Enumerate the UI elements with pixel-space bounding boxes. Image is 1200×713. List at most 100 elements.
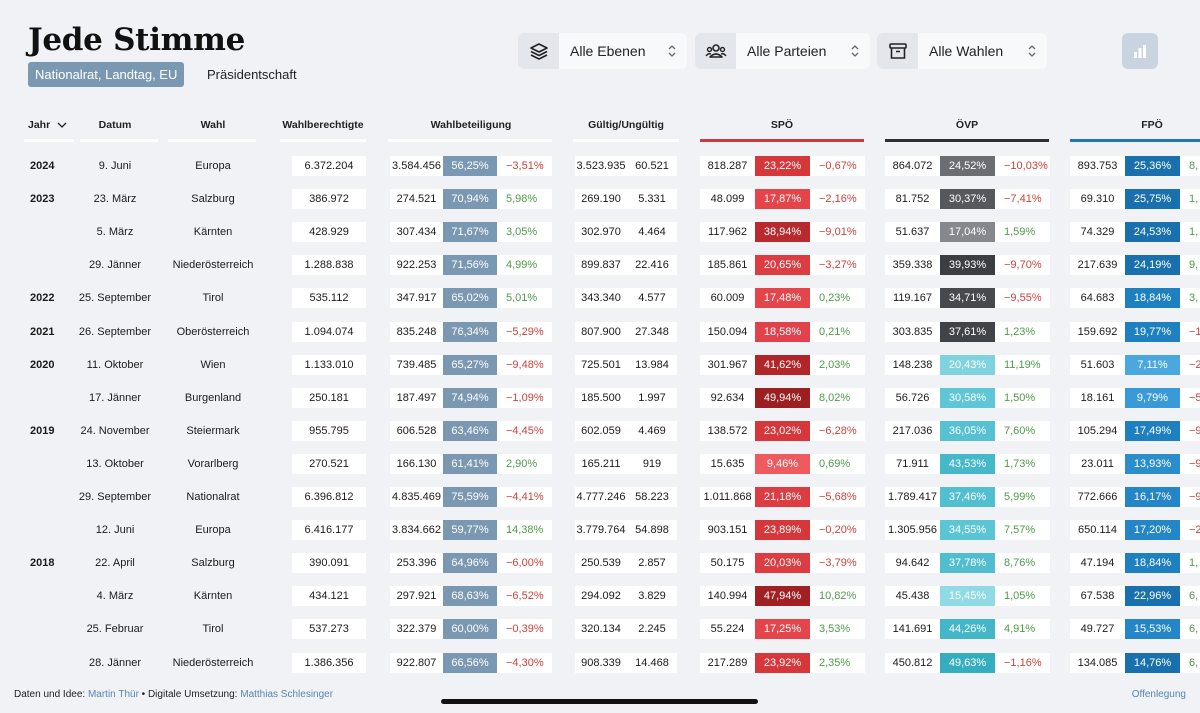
wahl-cell: Nationalrat (186, 491, 240, 503)
gueltig-cell: 3.779.764 (575, 520, 627, 541)
ovp-diff-cell: 11,19% (995, 354, 1050, 375)
home-indicator[interactable] (441, 699, 758, 704)
ungueltig-cell: 54.898 (627, 520, 677, 541)
table-row: 13. Oktober Vorarlberg 270.521 166.130 61,41… (0, 448, 1200, 481)
tab-nationalrat-landtag-eu[interactable]: Nationalrat, Landtag, EU (28, 62, 185, 87)
header-wahlberechtigte[interactable]: Wahlberechtigte (282, 119, 364, 131)
header-spoe[interactable]: SPÖ (770, 119, 794, 131)
spo-abs-cell: 48.099 (700, 189, 755, 210)
spo-diff-cell: 3,53% (810, 619, 865, 640)
chart-view-button[interactable] (1122, 33, 1158, 69)
ovp-pct-cell: 49,63% (940, 652, 995, 673)
fpo-diff-cell: 1, (1180, 222, 1200, 243)
gueltig-cell: 807.900 (575, 321, 627, 342)
beteiligung-pct-cell: 56,25% (443, 156, 497, 176)
wahl-cell: Kärnten (193, 226, 233, 239)
spo-pct-cell: 49,94% (755, 387, 810, 408)
date-cell: 11. Oktober (86, 358, 144, 371)
table-row: 29. September Nationalrat 6.396.812 4.835.4… (0, 481, 1200, 514)
header-underline-oevp (885, 139, 1049, 142)
table-row: 5. März Kärnten 428.929 307.434 71,67% 3,05% 3… (0, 216, 1200, 249)
ovp-abs-cell: 359.338 (885, 255, 940, 276)
beteiligung-diff-cell: −9,48% (497, 354, 552, 375)
fpo-pct-cell: 15,53% (1125, 619, 1180, 640)
beteiligung-pct-cell: 71,56% (443, 255, 497, 276)
ovp-pct-cell: 15,45% (940, 586, 995, 607)
beteiligung-pct-cell: 60,00% (443, 619, 497, 640)
gueltig-cell: 250.539 (575, 553, 627, 574)
spo-diff-cell: 2,03% (810, 354, 865, 375)
fpo-diff-cell: −10 (1180, 321, 1200, 342)
fpo-pct-cell: 16,17% (1125, 487, 1180, 507)
beteiligung-abs-cell: 166.130 (390, 453, 443, 474)
header-wahlbeteiligung[interactable]: Wahlbeteiligung (430, 119, 512, 131)
header-oevp[interactable]: ÖVP (955, 119, 979, 131)
filter-parteien[interactable]: Alle Parteien (695, 33, 870, 69)
ovp-abs-cell: 450.812 (885, 652, 940, 673)
fpo-pct-cell: 13,93% (1125, 453, 1180, 474)
fpo-pct-cell: 19,77% (1125, 321, 1180, 342)
beteiligung-pct-cell: 76,34% (443, 321, 497, 342)
header-underline-fpoe (1070, 139, 1200, 142)
wahl-cell: Tirol (202, 623, 224, 636)
fpo-diff-cell: −9 (1180, 420, 1200, 441)
date-cell: 29. Jänner (89, 259, 141, 272)
table-row: 17. Jänner Burgenland 250.181 187.497 74,94%… (0, 382, 1200, 415)
filter-ebenen[interactable]: Alle Ebenen (518, 33, 687, 69)
berechtigte-cell: 6.416.177 (292, 520, 366, 541)
beteiligung-diff-cell: −3,51% (497, 156, 552, 176)
table-row: 2024 9. Juni Europa 6.372.204 3.584.456 56,25… (0, 150, 1200, 183)
header-gueltig[interactable]: Gültig/Ungültig (588, 119, 664, 131)
beteiligung-diff-cell: −4,30% (497, 652, 552, 673)
fpo-pct-cell: 18,84% (1125, 288, 1180, 309)
header-underline-spoe (700, 139, 864, 142)
beteiligung-abs-cell: 187.497 (390, 387, 443, 408)
header-underline (24, 139, 74, 142)
footer-link-matthias-schlesinger[interactable]: Matthias Schlesinger (240, 689, 334, 700)
spo-pct-cell: 18,58% (755, 321, 810, 342)
fpo-abs-cell: 105.294 (1070, 420, 1125, 441)
ovp-abs-cell: 56.726 (885, 387, 940, 408)
wahl-cell: Vorarlberg (187, 457, 239, 470)
fpo-diff-cell: 6, (1180, 652, 1200, 673)
wahl-cell: Niederösterreich (172, 259, 254, 272)
spo-pct-cell: 17,25% (755, 619, 810, 640)
header-fpoe[interactable]: FPÖ (1141, 119, 1163, 131)
ovp-pct-cell: 17,04% (940, 222, 995, 243)
header-wahl[interactable]: Wahl (200, 119, 226, 131)
footer-link-offenlegung[interactable]: Offenlegung (1131, 689, 1186, 700)
filter-parteien-label: Alle Parteien (747, 43, 827, 59)
footer-text: Daten und Idee: (14, 689, 88, 700)
wahl-cell: Oberösterreich (176, 325, 250, 338)
filter-wahlen[interactable]: Alle Wahlen (877, 33, 1047, 69)
gueltig-cell: 899.837 (575, 255, 627, 276)
spo-abs-cell: 55.224 (700, 619, 755, 640)
header-datum[interactable]: Datum (98, 119, 132, 131)
header-underline (388, 139, 552, 142)
ovp-pct-cell: 44,26% (940, 619, 995, 640)
header-jahr[interactable]: Jahr (28, 119, 67, 131)
ovp-diff-cell: 5,99% (995, 487, 1050, 507)
ungueltig-cell: 22.416 (627, 255, 677, 276)
ovp-abs-cell: 1.305.956 (885, 520, 940, 541)
wahl-cell: Salzburg (191, 193, 235, 206)
ovp-abs-cell: 71.911 (885, 453, 940, 474)
header-underline (280, 139, 366, 142)
footer-link-martin-thuer[interactable]: Martin Thür (87, 689, 139, 700)
wahl-cell: Wien (200, 358, 226, 371)
berechtigte-cell: 6.396.812 (292, 487, 366, 507)
fpo-diff-cell: 1, (1180, 189, 1200, 210)
ungueltig-cell: 3.829 (627, 586, 677, 607)
tab-praesidentschaft[interactable]: Präsidentschaft (207, 67, 297, 82)
berechtigte-cell: 390.091 (292, 553, 366, 574)
beteiligung-pct-cell: 66,56% (443, 652, 497, 673)
spo-abs-cell: 15.635 (700, 453, 755, 474)
ovp-abs-cell: 45.438 (885, 586, 940, 607)
table-row: 2018 22. April Salzburg 390.091 253.396 64,96… (0, 547, 1200, 580)
fpo-abs-cell: 159.692 (1070, 321, 1125, 342)
spo-diff-cell: −9,01% (810, 222, 865, 243)
gueltig-cell: 4.777.246 (575, 487, 627, 507)
spo-abs-cell: 140.994 (700, 586, 755, 607)
beteiligung-abs-cell: 739.485 (390, 354, 443, 375)
spo-abs-cell: 818.287 (700, 156, 755, 176)
